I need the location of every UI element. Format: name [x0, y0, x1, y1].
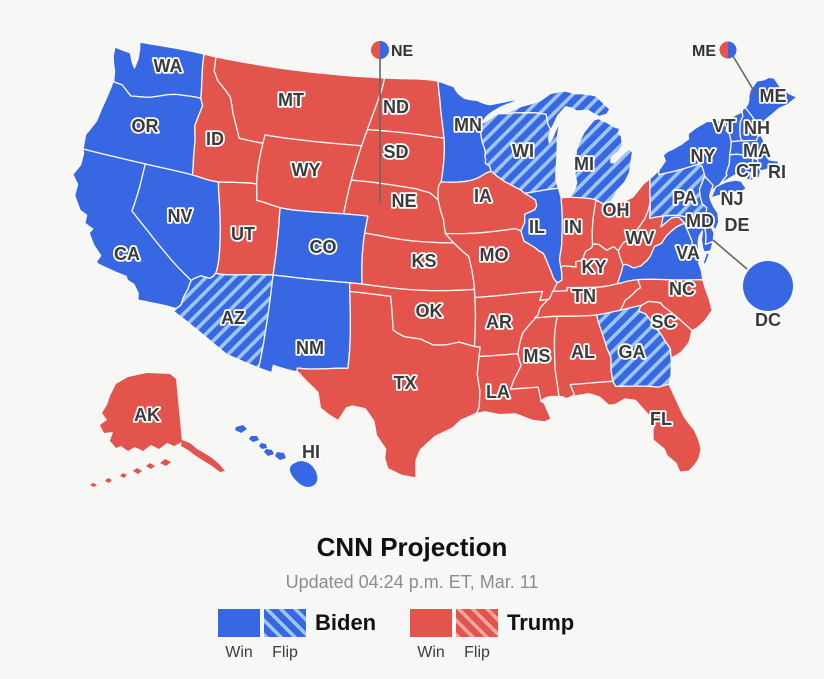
svg-text:SC: SC — [651, 312, 676, 332]
svg-text:ME: ME — [760, 86, 787, 106]
svg-text:DE: DE — [724, 215, 749, 235]
svg-text:PA: PA — [673, 188, 697, 208]
svg-text:CO: CO — [310, 237, 337, 257]
svg-text:AL: AL — [571, 342, 595, 362]
svg-text:CA: CA — [114, 244, 140, 264]
svg-text:WY: WY — [292, 160, 321, 180]
svg-text:MS: MS — [524, 346, 551, 366]
svg-text:NC: NC — [669, 279, 695, 299]
svg-text:NV: NV — [167, 206, 192, 226]
svg-text:SD: SD — [383, 142, 408, 162]
svg-text:WV: WV — [626, 228, 655, 248]
svg-text:AR: AR — [486, 312, 512, 332]
svg-text:ME: ME — [692, 43, 716, 60]
svg-text:KS: KS — [411, 251, 436, 271]
svg-text:RI: RI — [768, 162, 786, 182]
svg-text:IA: IA — [474, 186, 492, 206]
svg-text:ID: ID — [206, 129, 224, 149]
svg-text:WI: WI — [512, 141, 534, 161]
svg-text:MI: MI — [574, 154, 594, 174]
svg-text:MN: MN — [454, 115, 482, 135]
svg-text:NJ: NJ — [720, 189, 743, 209]
svg-text:KY: KY — [581, 257, 606, 277]
svg-text:AZ: AZ — [221, 308, 245, 328]
svg-text:OR: OR — [132, 116, 159, 136]
svg-text:MO: MO — [480, 245, 509, 265]
svg-text:CT: CT — [736, 161, 760, 181]
svg-text:DC: DC — [755, 310, 781, 330]
svg-text:VT: VT — [712, 116, 735, 136]
svg-text:NH: NH — [744, 118, 770, 138]
svg-text:OK: OK — [416, 301, 443, 321]
svg-text:TN: TN — [572, 286, 596, 306]
svg-text:IL: IL — [529, 217, 545, 237]
svg-text:MD: MD — [686, 211, 714, 231]
svg-text:NM: NM — [296, 338, 324, 358]
svg-text:UT: UT — [231, 224, 255, 244]
svg-text:TX: TX — [393, 373, 416, 393]
svg-text:LA: LA — [486, 382, 510, 402]
svg-text:ND: ND — [383, 97, 409, 117]
svg-text:MA: MA — [743, 141, 771, 161]
svg-text:GA: GA — [619, 342, 646, 362]
svg-text:HI: HI — [302, 442, 320, 462]
svg-text:VA: VA — [676, 243, 700, 263]
svg-text:WA: WA — [154, 56, 183, 76]
svg-text:NE: NE — [391, 43, 414, 60]
svg-text:NE: NE — [391, 191, 416, 211]
svg-text:MT: MT — [278, 90, 304, 110]
svg-text:NY: NY — [690, 146, 715, 166]
svg-text:FL: FL — [650, 409, 672, 429]
svg-text:IN: IN — [564, 217, 582, 237]
svg-text:OH: OH — [603, 200, 630, 220]
svg-text:AK: AK — [134, 405, 160, 425]
